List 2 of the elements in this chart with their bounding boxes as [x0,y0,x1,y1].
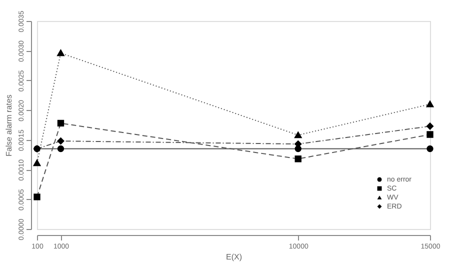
y-axis-title: False alarm rates [4,94,14,156]
x-axis-title: E(X) [226,252,242,262]
